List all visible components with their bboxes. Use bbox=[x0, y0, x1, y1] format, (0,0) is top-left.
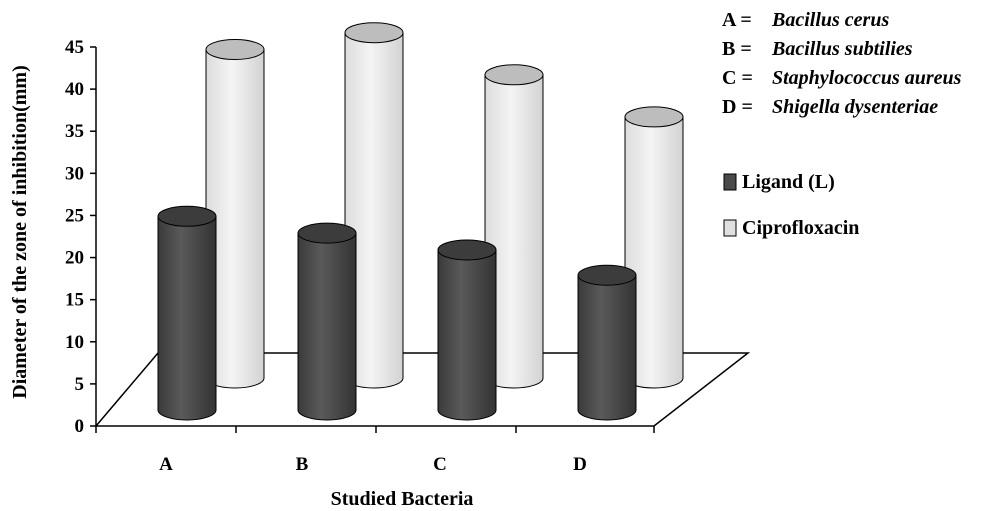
y-tick-label: 0 bbox=[75, 416, 85, 437]
legend-item: Ligand (L) bbox=[723, 171, 835, 193]
category-key-item: D = Shigella dysenteriae bbox=[722, 96, 938, 118]
legend-item: Ciprofloxacin bbox=[723, 217, 859, 239]
ligand-bar-C bbox=[437, 239, 497, 421]
y-tick-label: 30 bbox=[65, 163, 84, 184]
x-tick-label: A bbox=[159, 454, 173, 475]
legend-swatch bbox=[723, 173, 737, 191]
y-tick-label: 40 bbox=[65, 79, 84, 100]
y-tick-label: 15 bbox=[65, 290, 84, 311]
x-tick-label: B bbox=[296, 454, 309, 475]
category-key-name: Bacillus cerus bbox=[771, 9, 889, 31]
category-key-code: C = bbox=[722, 67, 753, 89]
y-axis: 0 5 10 15 20 25 30 35 40 45 bbox=[65, 37, 97, 437]
category-key-name: Bacillus subtilies bbox=[771, 38, 913, 60]
ciprofloxacin-bars bbox=[205, 22, 684, 389]
x-axis: A B C D bbox=[95, 426, 655, 475]
category-key-code: A = bbox=[722, 9, 752, 31]
ciprofloxacin-bar-C bbox=[484, 64, 544, 389]
ligand-bar-D bbox=[577, 264, 637, 421]
y-tick-label: 10 bbox=[65, 332, 84, 353]
legend-label: Ciprofloxacin bbox=[742, 217, 859, 239]
ciprofloxacin-bar-D bbox=[624, 106, 684, 389]
y-tick-label: 35 bbox=[65, 121, 84, 142]
category-key-name: Staphylococcus aureus bbox=[772, 67, 962, 89]
category-key: A = Bacillus cerus B = Bacillus subtilies C … bbox=[722, 9, 962, 118]
y-tick-label: 45 bbox=[65, 37, 84, 58]
x-axis-title: Studied Bacteria bbox=[331, 488, 474, 510]
category-key-code: D = bbox=[722, 96, 753, 118]
y-tick-label: 25 bbox=[65, 205, 84, 226]
y-axis-title: Diameter of the zone of inhibition(mm) bbox=[9, 65, 31, 398]
legend: Ligand (L) Ciprofloxacin bbox=[723, 171, 859, 239]
category-key-item: A = Bacillus cerus bbox=[722, 9, 889, 31]
category-key-item: B = Bacillus subtilies bbox=[722, 38, 913, 60]
ciprofloxacin-bar-A bbox=[205, 39, 265, 389]
legend-swatch bbox=[723, 219, 737, 237]
y-tick-label: 5 bbox=[75, 374, 85, 395]
category-key-code: B = bbox=[722, 38, 752, 60]
y-tick-label: 20 bbox=[65, 248, 84, 269]
legend-label: Ligand (L) bbox=[742, 171, 835, 193]
x-tick-label: D bbox=[573, 454, 587, 475]
category-key-item: C = Staphylococcus aureus bbox=[722, 67, 962, 89]
category-key-name: Shigella dysenteriae bbox=[772, 96, 938, 118]
x-tick-label: C bbox=[433, 454, 447, 475]
ligand-bar-A bbox=[157, 205, 217, 421]
ligand-bar-B bbox=[297, 222, 357, 421]
ligand-bars bbox=[157, 205, 637, 421]
